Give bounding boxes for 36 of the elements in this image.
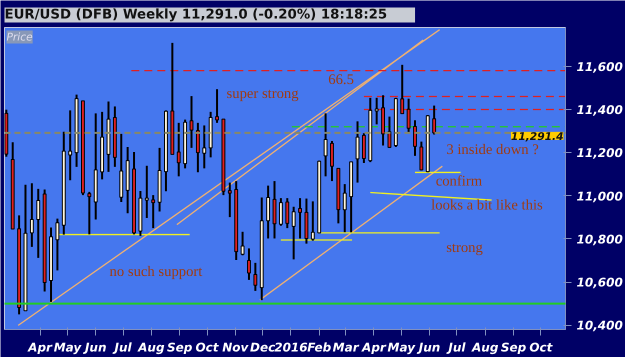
- x-tick-label: Aug: [137, 340, 165, 354]
- x-tick-label: Apr: [27, 340, 54, 354]
- x-tick-label: Apr: [361, 340, 387, 354]
- y-tick-label: 11,000: [576, 189, 623, 204]
- x-tick-label: Jun: [416, 340, 440, 354]
- x-tick-label: Oct: [195, 340, 220, 354]
- annotation: looks a bit like this: [431, 198, 544, 214]
- y-tick-label: 10,800: [576, 232, 623, 246]
- x-tick-label: May: [388, 340, 416, 354]
- annotation: confirm: [436, 174, 483, 190]
- x-tick-label: Jul: [112, 340, 133, 354]
- annotation: 3 inside down ?: [446, 142, 539, 158]
- annotation: no such support: [110, 264, 202, 280]
- x-tick-label: Aug: [471, 340, 499, 354]
- x-tick-label: 2016: [274, 340, 308, 354]
- x-tick-label: Jul: [446, 340, 466, 354]
- y-tick-label: 10,400: [576, 318, 623, 333]
- y-axis-title: Price: [6, 30, 34, 44]
- ref-line-label: 11,291.4: [510, 130, 564, 143]
- x-tick-label: Sep: [166, 340, 193, 354]
- chart-title: EUR/USD (DFB) Weekly 11,291.0 (-0.20%) 18:18:25: [4, 8, 388, 22]
- y-tick-label: 11,200: [576, 146, 623, 160]
- x-tick-label: Mar: [332, 340, 360, 354]
- annotation: super strong: [226, 86, 300, 102]
- x-tick-label: Sep: [500, 340, 527, 354]
- annotation: strong: [446, 240, 484, 256]
- y-tick-label: 10,600: [576, 276, 623, 290]
- x-tick-label: Feb: [307, 340, 332, 354]
- x-tick-label: Oct: [529, 340, 554, 354]
- x-tick-label: Dec: [250, 340, 276, 354]
- y-tick-label: 11,400: [576, 102, 623, 117]
- x-tick-label: May: [54, 340, 82, 354]
- x-tick-label: Nov: [222, 340, 250, 354]
- x-tick-label: Jun: [82, 340, 107, 354]
- annotation: 66.5: [328, 72, 354, 88]
- y-tick-label: 11,600: [576, 60, 623, 74]
